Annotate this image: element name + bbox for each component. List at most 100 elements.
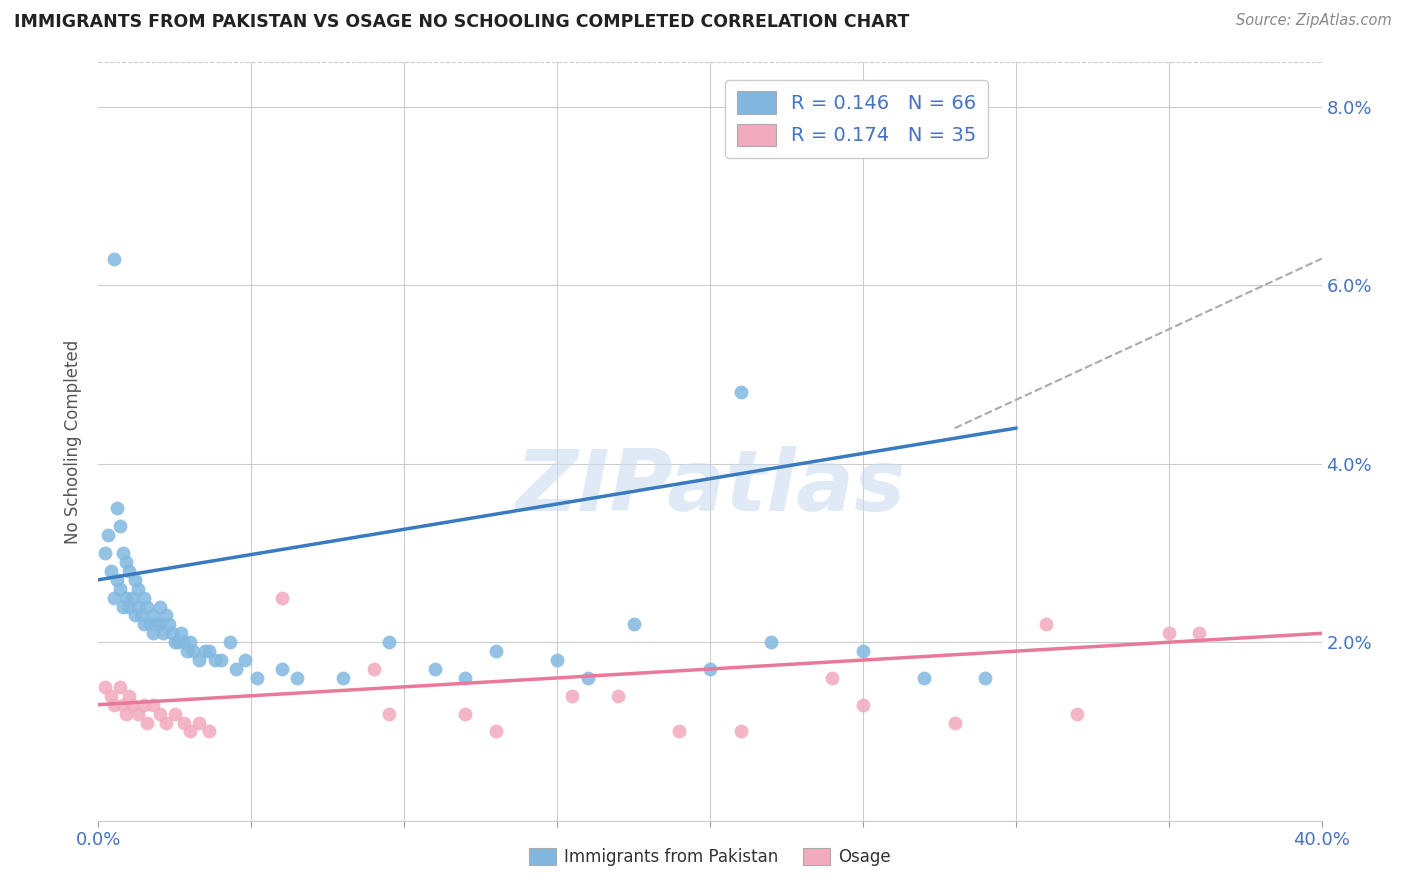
Point: [134, 591, 156, 605]
Point: [188, 715, 211, 730]
Point: [332, 671, 354, 685]
Point: [181, 644, 204, 658]
Point: [454, 671, 477, 685]
Point: [485, 724, 508, 739]
Point: [160, 626, 183, 640]
Point: [194, 644, 217, 658]
Point: [103, 698, 125, 712]
Point: [115, 591, 138, 605]
Legend: R = 0.146   N = 66, R = 0.174   N = 35: R = 0.146 N = 66, R = 0.174 N = 35: [725, 79, 988, 158]
Text: IMMIGRANTS FROM PAKISTAN VS OSAGE NO SCHOOLING COMPLETED CORRELATION CHART: IMMIGRANTS FROM PAKISTAN VS OSAGE NO SCH…: [14, 13, 910, 31]
Point: [149, 706, 172, 721]
Point: [136, 715, 159, 730]
Point: [136, 599, 159, 614]
Point: [142, 698, 165, 712]
Point: [105, 573, 128, 587]
Point: [1035, 617, 1057, 632]
Point: [623, 617, 645, 632]
Point: [485, 644, 508, 658]
Point: [108, 680, 131, 694]
Point: [103, 252, 125, 266]
Point: [852, 644, 875, 658]
Point: [127, 582, 149, 596]
Point: [1157, 626, 1180, 640]
Point: [115, 706, 138, 721]
Point: [176, 644, 198, 658]
Point: [821, 671, 844, 685]
Point: [163, 706, 186, 721]
Point: [759, 635, 782, 649]
Point: [118, 564, 141, 578]
Point: [225, 662, 247, 676]
Point: [145, 617, 167, 632]
Point: [115, 555, 138, 569]
Point: [124, 608, 146, 623]
Point: [163, 635, 186, 649]
Point: [108, 582, 131, 596]
Point: [142, 608, 165, 623]
Point: [378, 706, 401, 721]
Point: [209, 653, 232, 667]
Point: [103, 591, 125, 605]
Point: [100, 689, 122, 703]
Point: [155, 608, 177, 623]
Point: [108, 519, 131, 533]
Point: [974, 671, 997, 685]
Point: [233, 653, 256, 667]
Point: [912, 671, 935, 685]
Point: [118, 689, 141, 703]
Point: [127, 599, 149, 614]
Point: [179, 724, 201, 739]
Point: [111, 546, 134, 560]
Point: [943, 715, 966, 730]
Point: [111, 599, 134, 614]
Point: [152, 626, 174, 640]
Point: [1066, 706, 1088, 721]
Point: [124, 573, 146, 587]
Point: [127, 706, 149, 721]
Point: [576, 671, 599, 685]
Point: [204, 653, 226, 667]
Point: [129, 608, 152, 623]
Point: [1188, 626, 1211, 640]
Point: [142, 626, 165, 640]
Point: [607, 689, 630, 703]
Point: [93, 680, 115, 694]
Point: [111, 698, 134, 712]
Point: [246, 671, 269, 685]
Point: [197, 724, 219, 739]
Point: [149, 617, 172, 632]
Point: [157, 617, 180, 632]
Point: [100, 564, 122, 578]
Point: [668, 724, 690, 739]
Point: [155, 715, 177, 730]
Point: [173, 635, 195, 649]
Point: [134, 698, 156, 712]
Point: [188, 653, 211, 667]
Point: [699, 662, 721, 676]
Point: [363, 662, 385, 676]
Text: Source: ZipAtlas.com: Source: ZipAtlas.com: [1236, 13, 1392, 29]
Point: [270, 591, 292, 605]
Point: [121, 698, 143, 712]
Text: ZIPatlas: ZIPatlas: [515, 445, 905, 529]
Point: [118, 599, 141, 614]
Point: [179, 635, 201, 649]
Point: [197, 644, 219, 658]
Point: [134, 617, 156, 632]
Point: [852, 698, 875, 712]
Point: [454, 706, 477, 721]
Point: [270, 662, 292, 676]
Point: [121, 591, 143, 605]
Point: [378, 635, 401, 649]
Point: [97, 528, 120, 542]
Point: [219, 635, 242, 649]
Point: [561, 689, 583, 703]
Point: [149, 599, 172, 614]
Point: [167, 635, 190, 649]
Y-axis label: No Schooling Completed: No Schooling Completed: [65, 340, 83, 543]
Point: [93, 546, 115, 560]
Point: [285, 671, 308, 685]
Point: [170, 626, 193, 640]
Point: [105, 501, 128, 516]
